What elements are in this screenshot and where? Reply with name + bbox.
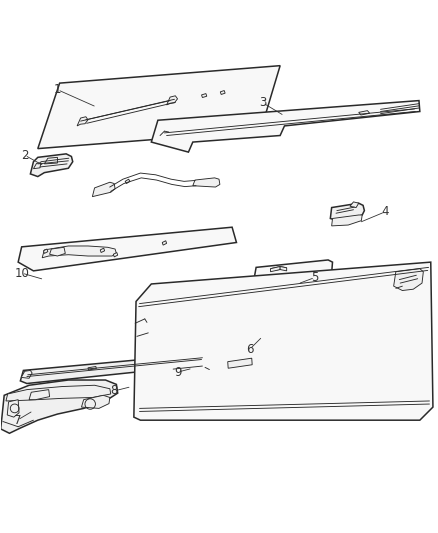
Text: 5: 5	[311, 271, 319, 284]
Polygon shape	[18, 227, 237, 271]
Text: 7: 7	[14, 414, 21, 427]
Polygon shape	[81, 395, 110, 408]
Polygon shape	[271, 266, 280, 272]
Polygon shape	[6, 385, 111, 401]
Polygon shape	[30, 154, 73, 176]
Polygon shape	[394, 269, 424, 290]
Polygon shape	[33, 163, 41, 169]
Polygon shape	[77, 117, 88, 126]
Text: 2: 2	[21, 149, 28, 161]
Text: 3: 3	[259, 96, 266, 109]
Polygon shape	[271, 275, 280, 278]
Polygon shape	[359, 111, 370, 115]
Polygon shape	[332, 215, 362, 226]
Polygon shape	[151, 101, 420, 152]
Polygon shape	[43, 249, 48, 253]
Polygon shape	[254, 260, 332, 282]
Text: 9: 9	[174, 366, 181, 378]
Polygon shape	[113, 253, 118, 257]
Polygon shape	[220, 91, 225, 94]
Polygon shape	[330, 203, 364, 221]
Polygon shape	[134, 262, 433, 420]
Text: 6: 6	[246, 343, 253, 356]
Polygon shape	[42, 246, 117, 258]
Polygon shape	[49, 247, 65, 256]
Polygon shape	[162, 241, 166, 245]
Text: 10: 10	[14, 266, 29, 279]
Text: 1: 1	[54, 83, 61, 96]
Polygon shape	[21, 370, 32, 378]
Polygon shape	[271, 266, 287, 270]
Polygon shape	[350, 202, 359, 207]
Polygon shape	[38, 66, 280, 149]
Polygon shape	[169, 362, 206, 375]
Polygon shape	[44, 157, 57, 164]
Polygon shape	[228, 358, 252, 368]
Polygon shape	[92, 182, 115, 197]
Polygon shape	[1, 380, 118, 433]
Polygon shape	[29, 390, 49, 400]
Polygon shape	[125, 179, 130, 183]
Polygon shape	[201, 94, 207, 98]
Polygon shape	[100, 248, 105, 253]
Polygon shape	[20, 354, 206, 384]
Polygon shape	[280, 266, 287, 271]
Text: 4: 4	[381, 205, 389, 219]
Polygon shape	[193, 178, 220, 187]
Polygon shape	[166, 96, 177, 105]
Text: 8: 8	[110, 384, 118, 398]
Polygon shape	[7, 400, 19, 417]
Polygon shape	[88, 367, 96, 370]
